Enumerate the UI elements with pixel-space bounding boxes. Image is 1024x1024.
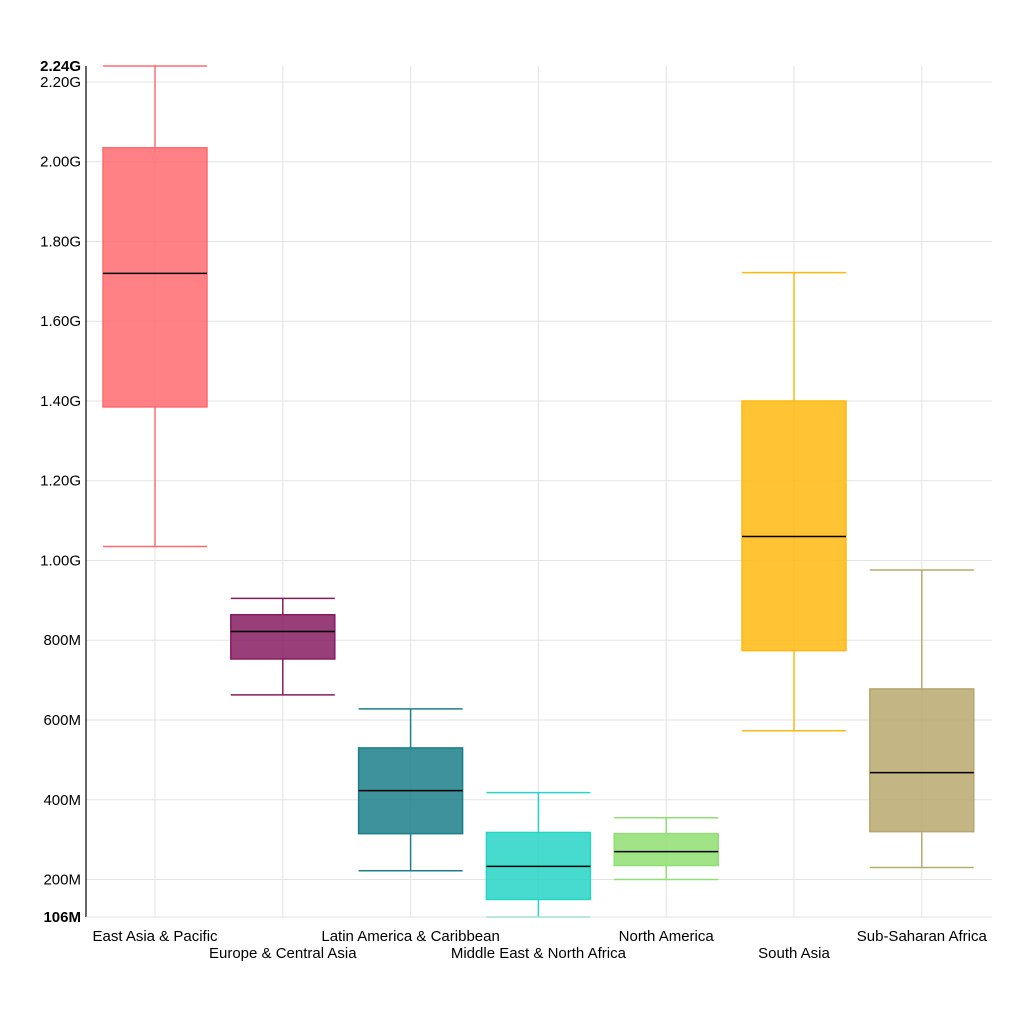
box-5 <box>741 271 847 732</box>
x-tick-label: North America <box>619 928 715 945</box>
y-tick-label: 400M <box>43 792 81 809</box>
iqr-box <box>230 613 336 660</box>
x-tick-label: Sub-Saharan Africa <box>857 928 988 945</box>
box-1 <box>230 597 336 696</box>
x-tick-label: Europe & Central Asia <box>209 945 357 962</box>
x-tick-label: East Asia & Pacific <box>92 928 218 945</box>
iqr-box <box>102 147 208 408</box>
y-tick-label: 1.40G <box>40 393 81 410</box>
x-tick-label: Middle East & North Africa <box>451 945 627 962</box>
y-tick-label: 1.60G <box>40 313 81 330</box>
box-2 <box>357 708 464 872</box>
x-tick-label: Latin America & Caribbean <box>321 928 499 945</box>
box-series <box>102 65 975 918</box>
box-6 <box>869 569 975 869</box>
iqr-box <box>869 688 975 833</box>
y-tick-label: 2.24G <box>40 58 81 75</box>
y-gridlines <box>86 81 992 881</box>
y-tick-label: 1.20G <box>40 473 81 490</box>
y-tick-label: 600M <box>43 712 81 729</box>
y-tick-label: 106M <box>43 909 81 926</box>
x-tick-label: South Asia <box>758 945 830 962</box>
y-tick-label: 1.80G <box>40 233 81 250</box>
box-0 <box>102 65 208 548</box>
y-tick-label: 800M <box>43 632 81 649</box>
iqr-box <box>741 400 847 652</box>
y-tick-label: 1.00G <box>40 552 81 569</box>
iqr-box <box>613 832 719 867</box>
y-tick-label: 200M <box>43 872 81 889</box>
y-tick-label: 2.20G <box>40 74 81 91</box>
axes <box>85 66 992 918</box>
box-4 <box>613 816 719 881</box>
y-axis-ticks: 200M 400M 600M 800M 1.00G 1.20G 1.40G 1.60G 1.80… <box>40 58 81 926</box>
y-tick-label: 2.00G <box>40 154 81 171</box>
box-3 <box>485 791 592 918</box>
